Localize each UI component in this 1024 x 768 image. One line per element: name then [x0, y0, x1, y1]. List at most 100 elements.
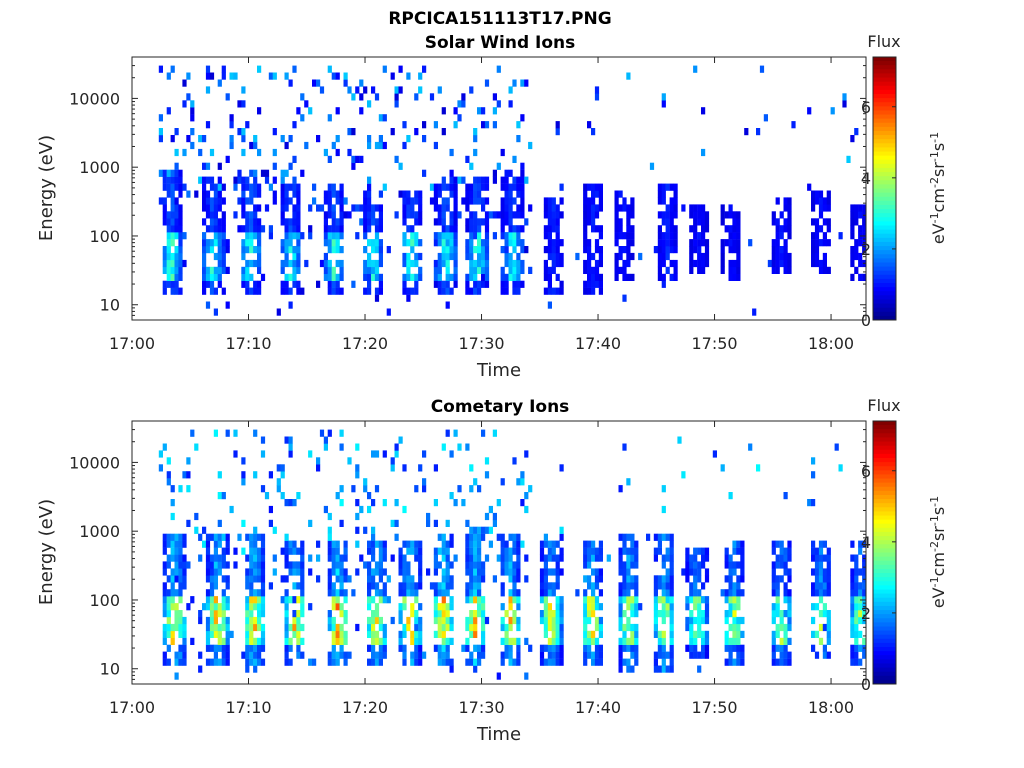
flux-cell	[469, 485, 474, 493]
flux-cell	[308, 107, 313, 115]
flux-cell	[673, 239, 678, 247]
flux-cell	[728, 211, 733, 219]
flux-cell	[752, 308, 757, 316]
flux-cell	[508, 616, 513, 625]
flux-cell	[343, 568, 348, 576]
flux-cell	[182, 471, 187, 479]
flux-cell	[814, 568, 820, 576]
flux-cell	[371, 547, 376, 555]
solar-wind-x-label: Time	[476, 360, 521, 381]
flux-cell	[693, 575, 698, 583]
flux-cell	[465, 225, 470, 233]
flux-cell	[319, 429, 325, 437]
flux-cell	[178, 176, 183, 184]
flux-cell	[355, 232, 360, 240]
flux-cell	[783, 259, 788, 268]
flux-cell	[190, 114, 195, 122]
flux-cell	[367, 197, 372, 205]
flux-cell	[292, 610, 297, 618]
flux-cell	[481, 575, 486, 583]
flux-cell	[559, 183, 564, 191]
flux-cell	[473, 183, 478, 191]
colorbar-swatch	[873, 233, 896, 239]
flux-cell	[850, 582, 855, 590]
flux-cell	[382, 568, 387, 576]
flux-cell	[492, 429, 497, 437]
flux-cell	[504, 287, 509, 295]
flux-cell	[771, 561, 776, 569]
flux-cell	[249, 225, 254, 233]
flux-cell	[174, 162, 179, 170]
flux-cell	[402, 540, 407, 548]
colorbar-swatch	[873, 638, 896, 644]
flux-cell	[508, 266, 513, 274]
flux-cell	[433, 554, 438, 562]
flux-cell	[217, 533, 222, 541]
flux-cell	[854, 575, 859, 583]
flux-cell	[374, 204, 380, 212]
flux-cell	[182, 183, 187, 191]
colorbar-tick-label: 2	[861, 240, 871, 259]
flux-cell	[205, 589, 211, 597]
flux-cell	[280, 259, 285, 268]
flux-cell	[174, 246, 179, 254]
flux-cell	[213, 252, 218, 261]
flux-cell	[736, 211, 741, 219]
flux-cell	[213, 610, 218, 618]
flux-cell	[862, 540, 867, 548]
flux-cell	[477, 603, 482, 611]
flux-cell	[669, 211, 674, 219]
flux-cell	[779, 561, 784, 569]
flux-cell	[284, 658, 289, 666]
flux-cell	[520, 225, 525, 233]
flux-cell	[469, 259, 474, 268]
flux-cell	[728, 259, 733, 268]
flux-cell	[339, 630, 344, 638]
flux-cell	[433, 183, 438, 191]
flux-cell	[626, 596, 631, 604]
flux-cell	[445, 610, 450, 618]
flux-cell	[771, 582, 776, 590]
flux-cell	[481, 266, 486, 274]
flux-cell	[170, 280, 175, 288]
flux-cell	[807, 107, 812, 115]
flux-cell	[818, 568, 824, 576]
flux-cell	[178, 273, 183, 281]
flux-cell	[241, 204, 246, 212]
flux-cell	[343, 540, 348, 548]
flux-cell	[626, 665, 631, 673]
flux-cell	[520, 239, 525, 247]
flux-cell	[473, 176, 478, 184]
flux-cell	[241, 239, 246, 247]
colorbar-swatch	[873, 560, 896, 566]
flux-cell	[414, 232, 419, 240]
flux-cell	[327, 610, 332, 618]
flux-cell	[445, 561, 450, 569]
flux-cell	[437, 623, 442, 632]
flux-cell	[170, 176, 175, 184]
flux-cell	[288, 259, 293, 268]
flux-cell	[732, 644, 737, 652]
flux-cell	[822, 582, 827, 590]
flux-cell	[414, 589, 419, 597]
colorbar-swatch	[873, 466, 896, 471]
flux-cell	[378, 540, 383, 548]
flux-cell	[524, 492, 529, 500]
flux-cell	[787, 575, 792, 583]
flux-cell	[614, 204, 619, 212]
colorbar-swatch	[873, 274, 896, 280]
flux-cell	[520, 266, 525, 274]
flux-cell	[288, 183, 293, 191]
flux-cell	[280, 464, 285, 472]
flux-cell	[343, 72, 348, 80]
flux-cell	[524, 79, 529, 87]
flux-cell	[555, 259, 560, 268]
flux-cell	[418, 211, 423, 219]
flux-cell	[728, 651, 733, 659]
flux-cell	[473, 582, 478, 590]
flux-cell	[178, 252, 183, 261]
flux-cell	[850, 616, 855, 625]
flux-cell	[504, 204, 509, 212]
flux-cell	[374, 485, 380, 493]
flux-cell	[178, 658, 183, 666]
